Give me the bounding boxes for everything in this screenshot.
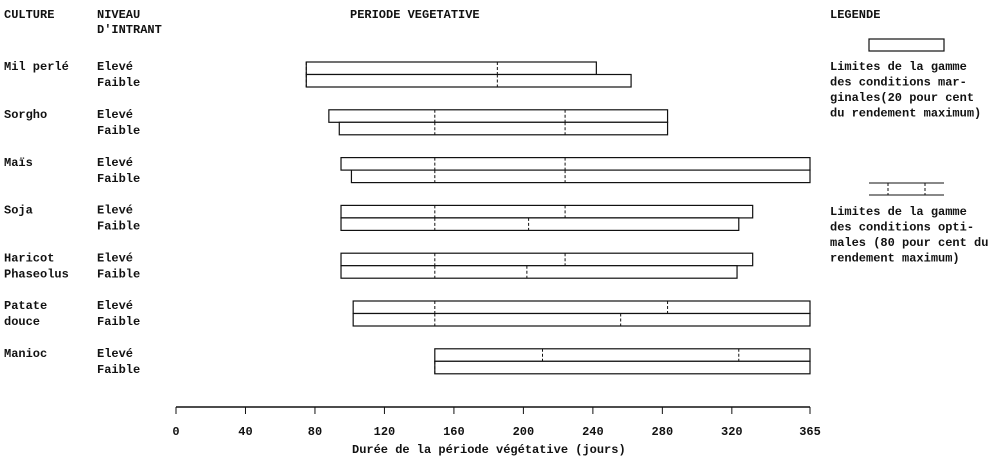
level-label: Faible <box>97 220 140 234</box>
range-bar <box>352 300 811 315</box>
range-bar <box>340 252 754 267</box>
x-axis-label: Durée de la période végétative (jours) <box>352 443 626 457</box>
level-label: Faible <box>97 76 140 90</box>
level-label: Elevé <box>97 156 133 170</box>
header-level: D'INTRANT <box>97 23 162 37</box>
header-crop: CULTURE <box>4 8 54 22</box>
level-label: Elevé <box>97 204 133 218</box>
crop-name: Manioc <box>4 347 47 361</box>
range-bar <box>340 217 740 231</box>
range-bar <box>352 312 811 327</box>
crop-name: douce <box>4 315 40 329</box>
crop-name: Phaseolus <box>4 267 69 281</box>
x-tick-label: 280 <box>652 425 674 439</box>
legend-text: Limites de la gamme <box>830 60 967 74</box>
crop-name: Patate <box>4 299 47 313</box>
header-legend: LEGENDE <box>830 8 880 22</box>
legend-text: du rendement maximum) <box>830 107 981 121</box>
level-label: Faible <box>97 363 140 377</box>
legend-marginal-symbol <box>868 38 945 52</box>
header-period: PERIODE VEGETATIVE <box>350 8 480 22</box>
legend-text: ginales(20 pour cent <box>830 91 974 105</box>
range-bar <box>305 73 632 88</box>
range-bar <box>434 348 811 362</box>
level-label: Elevé <box>97 60 133 74</box>
crop-name: Haricot <box>4 251 54 265</box>
range-bar <box>350 169 811 184</box>
x-tick-label: 320 <box>721 425 743 439</box>
range-bar <box>338 121 669 136</box>
crop-name: Mil perlé <box>4 60 69 74</box>
crop-name: Maïs <box>4 156 33 170</box>
range-bar <box>328 109 669 123</box>
range-bar <box>305 61 597 76</box>
x-tick-label: 365 <box>799 425 821 439</box>
level-label: Elevé <box>97 347 133 361</box>
level-label: Elevé <box>97 108 133 122</box>
level-label: Faible <box>97 267 140 281</box>
level-label: Faible <box>97 172 140 186</box>
level-label: Faible <box>97 124 140 138</box>
legend-text: des conditions opti- <box>830 221 974 235</box>
x-tick-label: 80 <box>308 425 322 439</box>
x-tick-label: 40 <box>238 425 252 439</box>
x-tick-label: 120 <box>374 425 396 439</box>
legend-text: Limites de la gamme <box>830 205 967 219</box>
legend-text: males (80 pour cent du <box>830 236 988 250</box>
crop-name: Soja <box>4 204 33 218</box>
level-label: Faible <box>97 315 140 329</box>
level-label: Elevé <box>97 299 133 313</box>
range-bar <box>434 360 811 375</box>
x-tick-label: 160 <box>443 425 465 439</box>
x-tick-label: 200 <box>513 425 535 439</box>
legend-text: rendement maximum) <box>830 252 960 266</box>
x-tick-label: 0 <box>172 425 179 439</box>
range-bar <box>340 265 738 279</box>
level-label: Elevé <box>97 251 133 265</box>
range-bar <box>340 157 811 171</box>
range-bar <box>340 204 754 219</box>
crop-name: Sorgho <box>4 108 47 122</box>
header-level: NIVEAU <box>97 8 140 22</box>
x-tick-label: 240 <box>582 425 604 439</box>
legend-text: des conditions mar- <box>830 76 967 90</box>
